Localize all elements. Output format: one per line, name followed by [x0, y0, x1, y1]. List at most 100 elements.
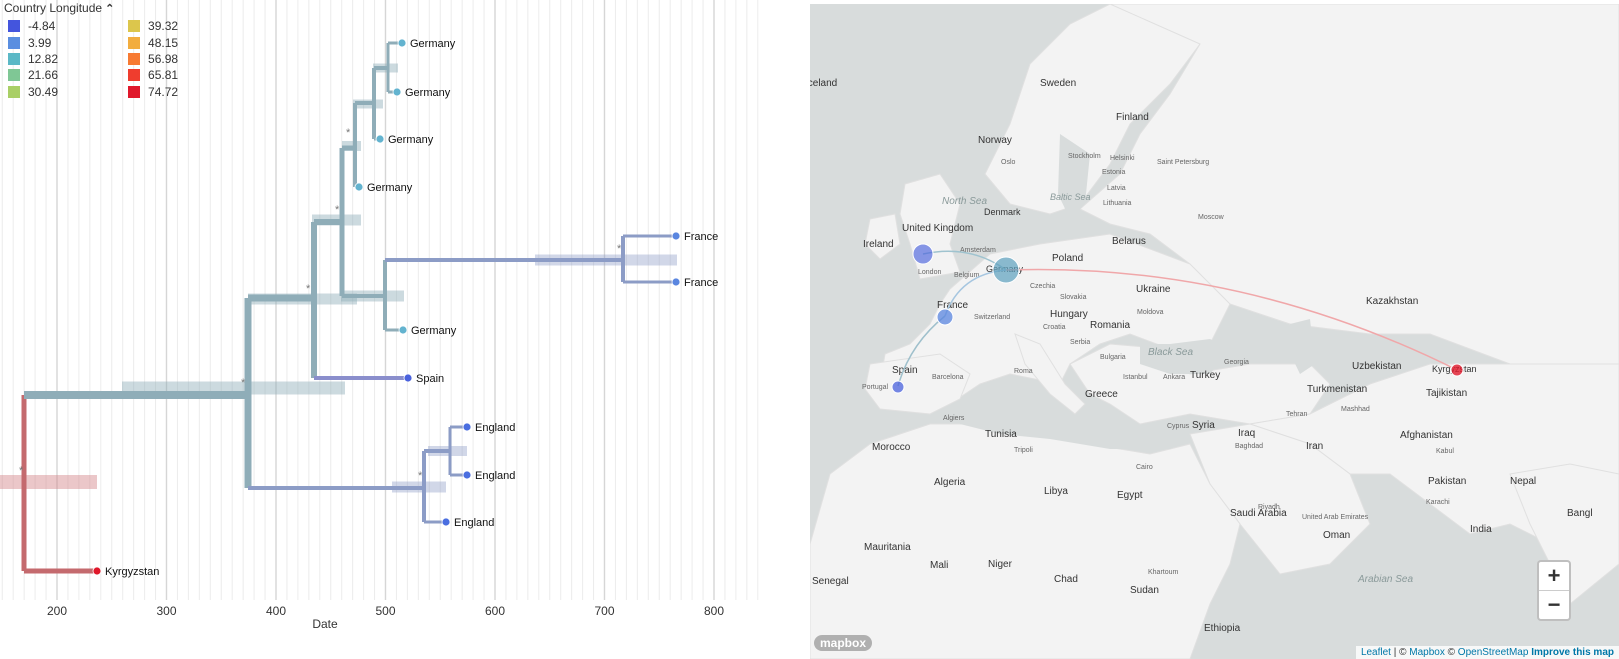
tip-node[interactable]: [92, 566, 102, 576]
confidence-interval-bar: [0, 475, 97, 489]
map-label-lithuania: Lithuania: [1103, 200, 1132, 207]
support-markers: * * * * * * *: [19, 127, 622, 482]
map-label-afghanistan: Afghanistan: [1400, 430, 1453, 441]
map-label-syria: Syria: [1192, 420, 1215, 431]
tip-node[interactable]: [397, 38, 407, 48]
map-label-tehran: Tehran: [1286, 411, 1308, 418]
map-label-spain: Spain: [892, 365, 918, 376]
legend-columns: -4.84 3.99 12.82 21.66 30.49 39.32 48.15 56.98…: [8, 18, 264, 100]
location-circle-england[interactable]: [912, 243, 934, 265]
map-label-baltic-sea: Baltic Sea: [1050, 192, 1091, 202]
mapbox-link[interactable]: Mapbox: [1409, 647, 1445, 658]
map-label-estonia: Estonia: [1102, 169, 1125, 176]
map-label-baghdad: Baghdad: [1235, 443, 1263, 450]
legend: Country Longitude ⌃ -4.84 3.99 12.82 21.66 3…: [4, 0, 264, 100]
x-axis-label: Date: [312, 617, 338, 631]
legend-item: 3.99: [8, 34, 58, 50]
map-label-chad: Chad: [1054, 574, 1078, 585]
legend-swatch: [128, 69, 141, 82]
map-label-latvia: Latvia: [1107, 185, 1126, 192]
map-land: [810, 4, 1619, 659]
map-label-libya: Libya: [1044, 486, 1068, 497]
map-label-belgium: Belgium: [954, 272, 979, 279]
map-label-arabian-sea: Arabian Sea: [1357, 574, 1413, 585]
map-label-london: London: [918, 269, 941, 276]
map-label-khartoum: Khartoum: [1148, 569, 1179, 576]
map-label-georgia: Georgia: [1224, 359, 1249, 366]
map-label-cairo: Cairo: [1136, 464, 1153, 471]
map-label-sudan: Sudan: [1130, 585, 1159, 596]
zoom-out-button[interactable]: −: [1539, 590, 1569, 619]
legend-item: 39.32: [128, 18, 178, 34]
map-label-norway: Norway: [978, 135, 1012, 146]
map-label-nepal: Nepal: [1510, 476, 1536, 487]
map-circles: [891, 243, 1464, 394]
map-panel[interactable]: Iceland Sweden Finland Norway Oslo Stockholm H…: [810, 4, 1619, 659]
map-label-france: France: [937, 300, 969, 311]
map-canvas[interactable]: Iceland Sweden Finland Norway Oslo Stockholm H…: [810, 4, 1619, 659]
location-circle-spain[interactable]: [891, 380, 905, 394]
location-circle-kyrgyzstan[interactable]: [1450, 363, 1464, 377]
legend-item: -4.84: [8, 18, 58, 34]
legend-swatch: [8, 85, 20, 98]
tip-node[interactable]: [375, 134, 385, 144]
tip-label: Germany: [410, 38, 456, 50]
tree-canvas: 200 300 400 500 600 700 800Date*******GermanyG…: [0, 0, 759, 631]
map-label-oslo: Oslo: [1001, 159, 1016, 166]
legend-title-row[interactable]: Country Longitude ⌃: [4, 0, 264, 16]
migration-route: [1005, 268, 1458, 371]
map-label-algiers: Algiers: [943, 415, 965, 422]
map-label-portugal: Portugal: [862, 384, 889, 391]
tip-label: England: [454, 517, 494, 529]
map-label-turkey: Turkey: [1190, 370, 1220, 381]
attribution-separator: ©: [1444, 647, 1458, 658]
leaflet-link[interactable]: Leaflet: [1360, 647, 1391, 658]
tip-label: France: [684, 277, 718, 289]
location-circle-germany[interactable]: [992, 256, 1020, 284]
map-label-tripoli: Tripoli: [1014, 447, 1033, 454]
tip-node[interactable]: [354, 182, 364, 192]
map-label-karachi: Karachi: [1426, 499, 1450, 506]
attribution-separator: | ©: [1390, 647, 1410, 658]
confidence-bars: [0, 63, 677, 493]
tree-gridlines: [1, 0, 759, 600]
mapbox-logo[interactable]: mapbox: [814, 635, 873, 651]
map-label-ukraine: Ukraine: [1136, 284, 1171, 295]
tip-node[interactable]: [462, 422, 472, 432]
tip-node[interactable]: [671, 277, 681, 287]
legend-swatch: [8, 69, 20, 82]
x-tick-label: 700: [594, 604, 614, 618]
tip-node[interactable]: [398, 325, 408, 335]
legend-label: 48.15: [148, 35, 179, 50]
legend-item: 48.15: [128, 34, 178, 50]
chevron-up-icon[interactable]: ⌃: [105, 2, 115, 15]
tip-node[interactable]: [441, 517, 451, 527]
tip-node[interactable]: [392, 87, 402, 97]
legend-label: 30.49: [28, 84, 59, 99]
tip-label: France: [684, 231, 718, 243]
map-label-moscow: Moscow: [1198, 214, 1225, 221]
support-marker: *: [418, 470, 423, 482]
improve-map-link[interactable]: Improve this map: [1531, 647, 1614, 658]
osm-link[interactable]: OpenStreetMap: [1457, 647, 1529, 658]
map-label-sweden: Sweden: [1040, 78, 1076, 89]
map-label-cyprus: Cyprus: [1167, 423, 1190, 430]
map-label-ireland: Ireland: [863, 239, 894, 250]
legend-label: 39.32: [148, 19, 179, 34]
support-marker: *: [346, 127, 351, 139]
legend-swatch: [128, 85, 141, 98]
map-label-greece: Greece: [1085, 389, 1118, 400]
location-circle-france[interactable]: [936, 308, 954, 326]
legend-column: -4.84 3.99 12.82 21.66 30.49: [8, 18, 58, 100]
zoom-in-button[interactable]: +: [1547, 563, 1561, 588]
x-tick-label: 800: [704, 604, 724, 618]
map-label-tunisia: Tunisia: [985, 429, 1017, 440]
tip-node[interactable]: [462, 470, 472, 480]
tip-node[interactable]: [403, 373, 413, 383]
map-label-senegal: Senegal: [812, 576, 849, 587]
map-label-finland: Finland: [1116, 112, 1149, 123]
tip-node[interactable]: [671, 231, 681, 241]
map-label-hungary: Hungary: [1050, 309, 1088, 320]
map-label-serbia: Serbia: [1070, 339, 1090, 346]
map-label-morocco: Morocco: [872, 442, 911, 453]
